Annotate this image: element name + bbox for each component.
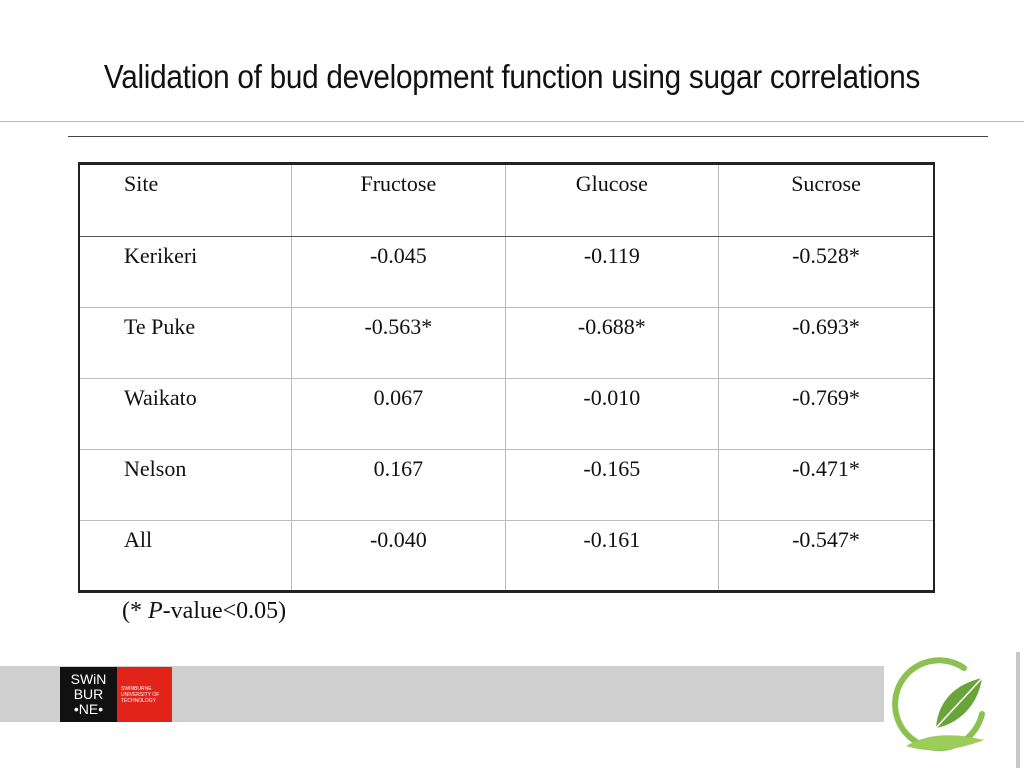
cell-site: All — [78, 520, 293, 592]
header-glucose: Glucose — [504, 163, 720, 237]
cell-glucose: -0.165 — [504, 449, 720, 521]
cell-fructose: -0.563* — [291, 307, 506, 379]
header-site: Site — [78, 163, 293, 237]
right-edge-bar — [1016, 652, 1020, 768]
footnote-suffix: -value<0.05) — [162, 598, 287, 624]
logo-subline: TECHNOLOGY — [121, 697, 157, 704]
cell-site: Nelson — [78, 449, 293, 521]
cell-glucose: -0.119 — [504, 236, 720, 308]
cell-site: Te Puke — [78, 307, 293, 379]
table-row: Kerikeri -0.045 -0.119 -0.528* — [78, 236, 936, 308]
table-row: Waikato 0.067 -0.010 -0.769* — [78, 378, 936, 450]
header-sucrose: Sucrose — [718, 163, 936, 237]
slide-title: Validation of bud development function u… — [103, 58, 921, 95]
logo-line: BUR — [73, 686, 104, 702]
cell-glucose: -0.010 — [504, 378, 720, 450]
table-header-row: Site Fructose Glucose Sucrose — [78, 163, 936, 237]
logo-subline: UNIVERSITY OF — [121, 691, 160, 698]
table-row: All -0.040 -0.161 -0.547* — [78, 520, 936, 592]
table-row: Te Puke -0.563* -0.688* -0.693* — [78, 307, 936, 379]
cell-fructose: -0.045 — [291, 236, 506, 308]
logo-line: •NE• — [73, 701, 104, 717]
cell-site: Kerikeri — [78, 236, 293, 308]
correlation-table: Site Fructose Glucose Sucrose Kerikeri -… — [78, 162, 936, 593]
cell-glucose: -0.161 — [504, 520, 720, 592]
cell-fructose: -0.040 — [291, 520, 506, 592]
cell-site: Waikato — [78, 378, 293, 450]
footnote-prefix: (* — [122, 598, 148, 624]
cell-glucose: -0.688* — [504, 307, 720, 379]
title-divider — [0, 121, 1024, 122]
logo-wordmark: SWiN BUR •NE• — [60, 667, 117, 722]
logo-subline: SWINBURNE — [121, 685, 152, 692]
cell-fructose: 0.167 — [291, 449, 506, 521]
table-row: Nelson 0.167 -0.165 -0.471* — [78, 449, 936, 521]
leaf-logo-icon — [892, 657, 985, 752]
header-fructose: Fructose — [291, 163, 506, 237]
cell-sucrose: -0.693* — [718, 307, 936, 379]
cell-fructose: 0.067 — [291, 378, 506, 450]
cell-sucrose: -0.547* — [718, 520, 936, 592]
swinburne-logo: SWiN BUR •NE• SWINBURNE UNIVERSITY OF TE… — [60, 667, 172, 722]
cell-sucrose: -0.471* — [718, 449, 936, 521]
cell-sucrose: -0.769* — [718, 378, 936, 450]
cell-sucrose: -0.528* — [718, 236, 936, 308]
content-divider — [68, 136, 988, 137]
table-footnote: (* P-value<0.05) — [122, 598, 286, 625]
correlation-table-container: Site Fructose Glucose Sucrose Kerikeri -… — [78, 162, 936, 593]
footnote-italic-p: P — [148, 598, 163, 624]
logo-line: SWiN — [70, 671, 107, 687]
logo-subtitle-block: SWINBURNE UNIVERSITY OF TECHNOLOGY — [117, 667, 172, 722]
